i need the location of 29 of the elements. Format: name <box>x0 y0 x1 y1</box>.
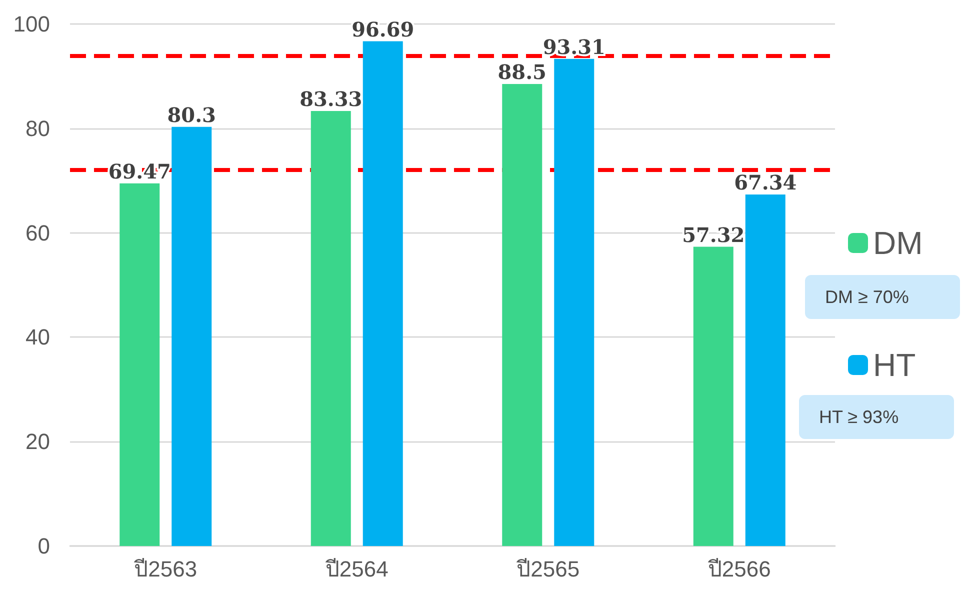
bar <box>172 126 212 546</box>
data-label: 88.5 <box>498 60 546 84</box>
note-box: DM ≥ 70% <box>805 275 960 319</box>
data-label: 83.33 <box>300 87 362 112</box>
x-tick-label: ปี2563 <box>133 556 198 582</box>
bar <box>502 84 542 546</box>
legend-label: HT <box>873 347 916 383</box>
bar <box>310 111 351 546</box>
bar <box>362 41 403 546</box>
data-label: 96.69 <box>352 17 414 42</box>
data-label: 67.34 <box>734 170 797 194</box>
bar <box>120 183 160 546</box>
x-tick-label: ปี2565 <box>516 556 580 582</box>
y-tick-label: 80 <box>26 116 50 141</box>
data-label: 80.3 <box>167 102 216 127</box>
y-tick-label: 20 <box>26 429 50 454</box>
note-box: HT ≥ 93% <box>799 395 954 439</box>
y-tick-label: 100 <box>13 12 50 36</box>
bar <box>693 246 734 546</box>
y-tick-label: 60 <box>26 220 50 246</box>
bar <box>745 194 786 546</box>
y-tick-label: 40 <box>26 324 50 350</box>
x-tick-label: ปี2564 <box>324 556 388 582</box>
legend-label: DM <box>873 225 923 261</box>
bar <box>554 58 594 546</box>
data-label: 93.31 <box>542 34 606 59</box>
y-tick-label: 0 <box>38 534 50 558</box>
data-label: 57.32 <box>682 222 745 247</box>
x-tick-label: ปี2566 <box>706 556 771 582</box>
